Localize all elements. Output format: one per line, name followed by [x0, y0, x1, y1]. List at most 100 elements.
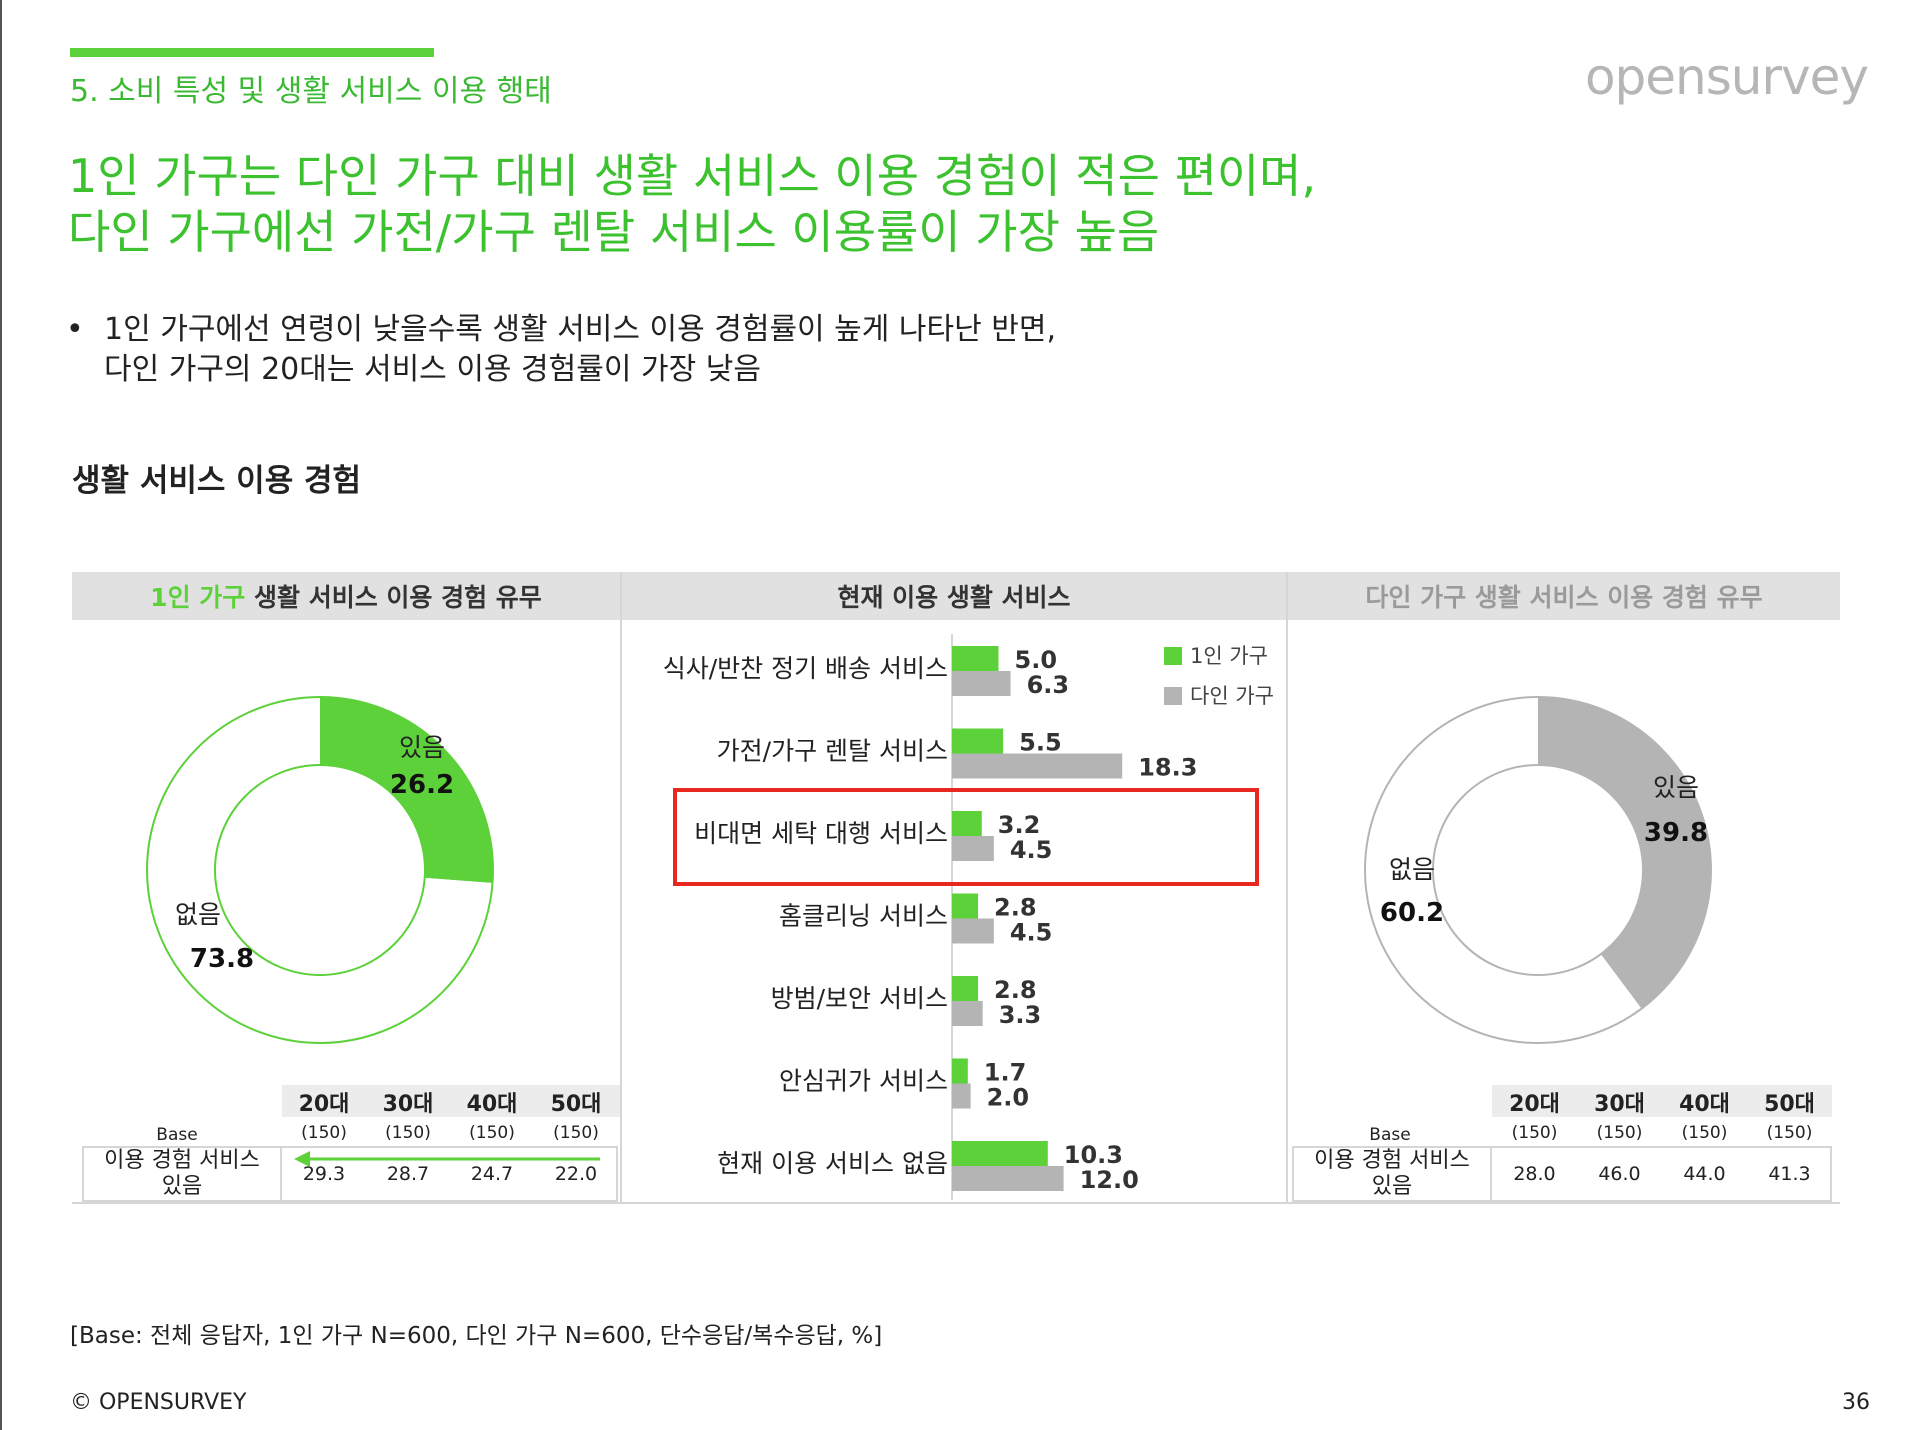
left-donut-slice-yes [320, 697, 493, 884]
right-donut-label-yes: 있음 [1653, 773, 1699, 802]
left-table-col-30s: 30대 [382, 1092, 434, 1117]
left-table-base-20s: (150) [301, 1123, 347, 1143]
bar-value-label: 2.8 [994, 894, 1037, 922]
bar-single-household [952, 976, 979, 1001]
right-panel-title-rest: 생활 서비스 이용 경험 유무 [1466, 583, 1763, 612]
headline: 1인 가구는 다인 가구 대비 생활 서비스 이용 경험이 적은 편이며, 다인… [68, 148, 1316, 260]
right-table-col-30s: 30대 [1594, 1092, 1645, 1117]
right-table-val-50s: 41.3 [1768, 1163, 1811, 1185]
page-number: 36 [1842, 1390, 1870, 1415]
bar-category-label: 비대면 세탁 대행 서비스 [694, 819, 948, 848]
left-donut-value-yes: 26.2 [390, 770, 454, 800]
section-label: 5. 소비 특성 및 생활 서비스 이용 행태 [70, 74, 552, 109]
opensurvey-logo: opensurvey [1584, 48, 1869, 106]
right-table-row-divider [1490, 1146, 1492, 1202]
bar-value-label: 5.0 [1015, 646, 1058, 674]
bar-category-label: 식사/반찬 정기 배송 서비스 [663, 654, 948, 683]
bar-single-household [952, 1058, 968, 1084]
highlight-box [673, 788, 1259, 886]
bar-multi-household [952, 836, 994, 861]
left-table-val-50s: 22.0 [554, 1163, 598, 1185]
bar-value-label: 4.5 [1010, 836, 1053, 864]
left-table-base-40s: (150) [469, 1123, 515, 1143]
right-table-row-box [1292, 1146, 1832, 1202]
footnote: [Base: 전체 응답자, 1인 가구 N=600, 다인 가구 N=600,… [70, 1323, 883, 1349]
bar-value-label: 6.3 [1027, 671, 1070, 699]
left-donut-label-no: 없음 [175, 900, 221, 929]
bar-multi-household [952, 671, 1011, 696]
headline-line-1: 1인 가구는 다인 가구 대비 생활 서비스 이용 경험이 적은 편이며, [68, 149, 1317, 203]
mid-panel-title: 현재 이용 생활 서비스 [837, 583, 1071, 612]
left-donut-outer-ring [146, 696, 494, 1044]
bar-value-label: 18.3 [1138, 754, 1197, 782]
legend-swatch-single [1164, 647, 1182, 665]
copyright: © OPENSURVEY [70, 1390, 247, 1415]
right-table-val-40s: 44.0 [1683, 1163, 1726, 1185]
headline-line-2: 다인 가구에선 가전/가구 렌탈 서비스 이용률이 가장 높음 [68, 205, 1160, 259]
services-bar-chart: 식사/반찬 정기 배송 서비스 5.06.3 가전/가구 렌탈 서비스 5.5 18.3… [663, 634, 1274, 1200]
left-table-col-40s: 40대 [466, 1092, 518, 1117]
section-accent-bar [70, 48, 434, 57]
bar-value-label: 3.2 [998, 811, 1041, 839]
right-table-base-20s: (150) [1511, 1123, 1558, 1143]
right-table-row-label-2: 있음 [1371, 1174, 1413, 1199]
bar-single-household [952, 728, 1004, 754]
left-panel-title-rest: 생활 서비스 이용 경험 유무 [245, 583, 542, 612]
bar-value-label: 2.8 [994, 976, 1037, 1004]
left-table-row-box [82, 1146, 618, 1202]
bullet-line-2: 다인 가구의 20대는 서비스 이용 경험률이 가장 낮음 [104, 352, 761, 387]
bar-multi-household [952, 918, 994, 944]
panel-divider-1 [620, 572, 622, 1204]
left-table-val-20s: 29.3 [302, 1163, 346, 1185]
left-donut-value-no: 73.8 [190, 944, 254, 974]
right-table-base-30s: (150) [1596, 1123, 1643, 1143]
legend-swatch-multi [1164, 687, 1182, 705]
left-donut-label-yes: 있음 [399, 733, 445, 762]
bar-marks: 식사/반찬 정기 배송 서비스 5.06.3 가전/가구 렌탈 서비스 5.5 18.3… [663, 646, 1197, 1194]
chart-subtitle: 생활 서비스 이용 경험 [72, 463, 362, 499]
bar-value-label: 12.0 [1080, 1166, 1139, 1194]
left-table-trend-arrow [294, 1151, 600, 1167]
right-panel-title-highlight: 다인 가구 [1365, 583, 1467, 612]
left-table-base-50s: (150) [553, 1123, 599, 1143]
right-table-col-20s: 20대 [1509, 1092, 1560, 1117]
page-left-border [0, 0, 2, 1430]
bar-category-label: 안심귀가 서비스 [779, 1067, 948, 1096]
right-table-val-30s: 46.0 [1598, 1163, 1641, 1185]
bar-value-label: 10.3 [1064, 1141, 1123, 1169]
left-table-col-50s: 50대 [550, 1092, 602, 1117]
bar-multi-household [952, 1166, 1064, 1191]
right-table-col-40s: 40대 [1679, 1092, 1730, 1117]
left-table-base-label: Base [156, 1125, 198, 1145]
panel-divider-2 [1286, 572, 1288, 1204]
bar-category-label: 가전/가구 렌탈 서비스 [717, 737, 948, 766]
left-donut-inner-ring [214, 764, 426, 976]
left-donut-chart: 있음 26.2 없음 73.8 [146, 696, 494, 1044]
right-panel-header: 다인 가구 생활 서비스 이용 경험 유무 [1288, 572, 1840, 620]
right-donut-label-no: 없음 [1389, 855, 1435, 884]
bar-multi-household [952, 1001, 983, 1026]
left-panel-title-highlight: 1인 가구 [150, 583, 246, 612]
bullet-marker: • [66, 312, 84, 347]
right-donut-chart: 있음 39.8 없음 60.2 [1364, 696, 1712, 1044]
left-donut-slices [146, 696, 494, 1044]
right-donut-value-yes: 39.8 [1644, 818, 1708, 848]
panel-bottom-line [72, 1202, 1840, 1204]
summary-bullet: • 1인 가구에선 연령이 낮을수록 생활 서비스 이용 경험률이 높게 나타난… [66, 310, 1166, 400]
bar-category-label: 현재 이용 서비스 없음 [717, 1149, 948, 1178]
left-panel-header: 1인 가구 생활 서비스 이용 경험 유무 [72, 572, 620, 620]
bar-value-label: 5.5 [1019, 729, 1062, 757]
right-table-row-label-1: 이용 경험 서비스 [1314, 1148, 1470, 1173]
left-table-base-30s: (150) [385, 1123, 431, 1143]
legend-label-single: 1인 가구 [1190, 644, 1268, 668]
right-table-header-bg [1492, 1085, 1832, 1117]
bar-value-label: 4.5 [1010, 919, 1053, 947]
left-age-table: 20대 30대 40대 50대 Base (150) (150) (150) (… [72, 1085, 620, 1203]
right-table-base-label: Base [1369, 1125, 1411, 1145]
right-table-col-50s: 50대 [1764, 1092, 1815, 1117]
left-table-val-40s: 24.7 [470, 1163, 514, 1185]
right-age-table: 20대 30대 40대 50대 Base (150) (150) (150) (… [1288, 1085, 1840, 1203]
bar-value-label: 3.3 [999, 1001, 1042, 1029]
bar-value-label: 1.7 [984, 1059, 1027, 1087]
left-table-col-20s: 20대 [298, 1092, 350, 1117]
